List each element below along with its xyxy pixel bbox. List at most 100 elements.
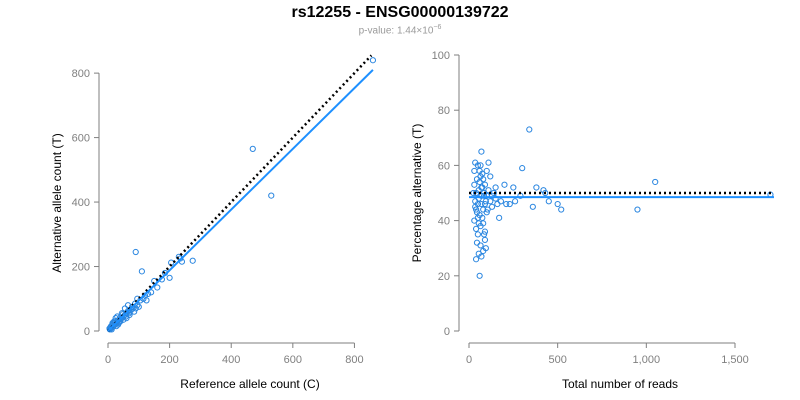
left-x-tick-label: 0 bbox=[105, 354, 111, 366]
chart-title: rs12255 - ENSG00000139722 bbox=[291, 4, 509, 21]
data-point bbox=[526, 126, 533, 133]
data-point bbox=[480, 220, 487, 227]
data-point bbox=[481, 236, 489, 244]
data-point bbox=[497, 198, 505, 205]
data-point bbox=[472, 159, 479, 166]
left-y-axis-title: Alternative allele count (T) bbox=[50, 133, 64, 272]
data-point bbox=[485, 187, 492, 194]
chart-subtitle: p-value: 1.44×10−6 bbox=[0, 24, 800, 36]
data-point bbox=[512, 198, 519, 205]
data-point bbox=[480, 247, 487, 255]
right-x-tick-label: 1,500 bbox=[721, 354, 749, 366]
data-point bbox=[501, 181, 508, 188]
data-point bbox=[478, 148, 485, 155]
data-point bbox=[479, 184, 486, 191]
subtitle-prefix: p-value: 1.44×10 bbox=[358, 25, 434, 37]
data-point bbox=[483, 167, 490, 175]
left-y-axis: 0 200 400 600 800 bbox=[72, 68, 100, 338]
data-point bbox=[488, 203, 496, 210]
left-lines bbox=[107, 54, 374, 332]
right-y-axis: 0 20 40 60 80 100 bbox=[432, 50, 460, 338]
data-point bbox=[540, 187, 547, 194]
subtitle-exponent: −6 bbox=[433, 24, 442, 31]
data-point bbox=[132, 248, 139, 256]
left-y-tick-label: 400 bbox=[72, 197, 90, 209]
data-point bbox=[478, 200, 485, 208]
data-point bbox=[124, 302, 132, 309]
data-point bbox=[175, 253, 182, 260]
data-point bbox=[268, 192, 275, 199]
right-x-tick-label: 500 bbox=[548, 354, 566, 366]
data-point bbox=[189, 257, 196, 264]
data-point bbox=[154, 284, 161, 291]
data-point bbox=[545, 198, 552, 205]
right-lines bbox=[469, 191, 774, 199]
data-point bbox=[249, 145, 256, 152]
data-point bbox=[475, 220, 482, 227]
left-scatter-panel: 0 200 400 600 800 0 200 400 600 800 Reference al… bbox=[50, 54, 377, 391]
data-point bbox=[121, 305, 129, 312]
right-y-tick-label: 100 bbox=[432, 50, 450, 62]
right-points bbox=[470, 126, 774, 279]
data-point bbox=[472, 206, 480, 213]
right-x-axis: 0 500 1,000 1,500 bbox=[466, 342, 749, 366]
data-point bbox=[481, 200, 489, 208]
data-point bbox=[135, 303, 142, 310]
data-point bbox=[492, 184, 499, 191]
data-point bbox=[483, 209, 490, 216]
data-point bbox=[474, 231, 481, 238]
data-point bbox=[480, 189, 488, 197]
data-point bbox=[554, 200, 561, 208]
data-point bbox=[477, 242, 484, 249]
right-scatter-panel: 0 20 40 60 80 100 0 500 1,000 1,500 Total number… bbox=[410, 50, 774, 391]
left-y-tick-label: 0 bbox=[84, 326, 90, 338]
right-y-tick-label: 20 bbox=[438, 271, 450, 283]
right-x-tick-label: 1,000 bbox=[633, 354, 661, 366]
data-point bbox=[510, 184, 517, 191]
left-y-tick-label: 600 bbox=[72, 133, 90, 145]
data-point bbox=[496, 214, 503, 221]
data-point bbox=[481, 228, 489, 235]
left-x-tick-label: 800 bbox=[345, 354, 363, 366]
data-point bbox=[487, 198, 494, 205]
data-point bbox=[487, 173, 494, 180]
data-point bbox=[494, 200, 501, 208]
data-point bbox=[472, 198, 479, 205]
right-x-tick-label: 0 bbox=[466, 354, 472, 366]
right-x-axis-title: Total number of reads bbox=[562, 377, 678, 391]
left-x-tick-label: 200 bbox=[160, 354, 178, 366]
data-point bbox=[488, 192, 496, 199]
data-point bbox=[484, 206, 491, 213]
data-point bbox=[477, 162, 484, 169]
right-y-tick-label: 80 bbox=[438, 105, 450, 117]
right-y-axis-title: Percentage alternative (T) bbox=[410, 124, 424, 263]
left-x-tick-label: 400 bbox=[222, 354, 240, 366]
data-point bbox=[558, 206, 565, 213]
data-point bbox=[480, 176, 487, 183]
data-point bbox=[471, 181, 478, 188]
data-point bbox=[519, 165, 526, 172]
data-point bbox=[485, 159, 492, 166]
right-y-tick-label: 0 bbox=[444, 326, 450, 338]
data-point bbox=[506, 200, 513, 208]
right-y-tick-label: 60 bbox=[438, 160, 450, 172]
left-y-tick-label: 200 bbox=[72, 262, 90, 274]
data-point bbox=[143, 297, 150, 304]
data-point bbox=[476, 272, 483, 279]
data-point bbox=[471, 167, 478, 175]
data-point bbox=[503, 200, 510, 208]
left-x-axis: 0 200 400 600 800 bbox=[105, 342, 364, 366]
data-point bbox=[472, 256, 480, 263]
data-point bbox=[472, 225, 480, 232]
data-point bbox=[369, 57, 377, 64]
right-y-tick-label: 40 bbox=[438, 216, 450, 228]
left-reference-line bbox=[107, 54, 373, 332]
data-point bbox=[478, 253, 485, 260]
data-point bbox=[473, 239, 481, 246]
data-point bbox=[166, 274, 173, 281]
left-x-tick-label: 600 bbox=[284, 354, 302, 366]
left-y-tick-label: 800 bbox=[72, 68, 90, 80]
left-fit-line bbox=[107, 69, 374, 332]
data-point bbox=[634, 206, 641, 213]
